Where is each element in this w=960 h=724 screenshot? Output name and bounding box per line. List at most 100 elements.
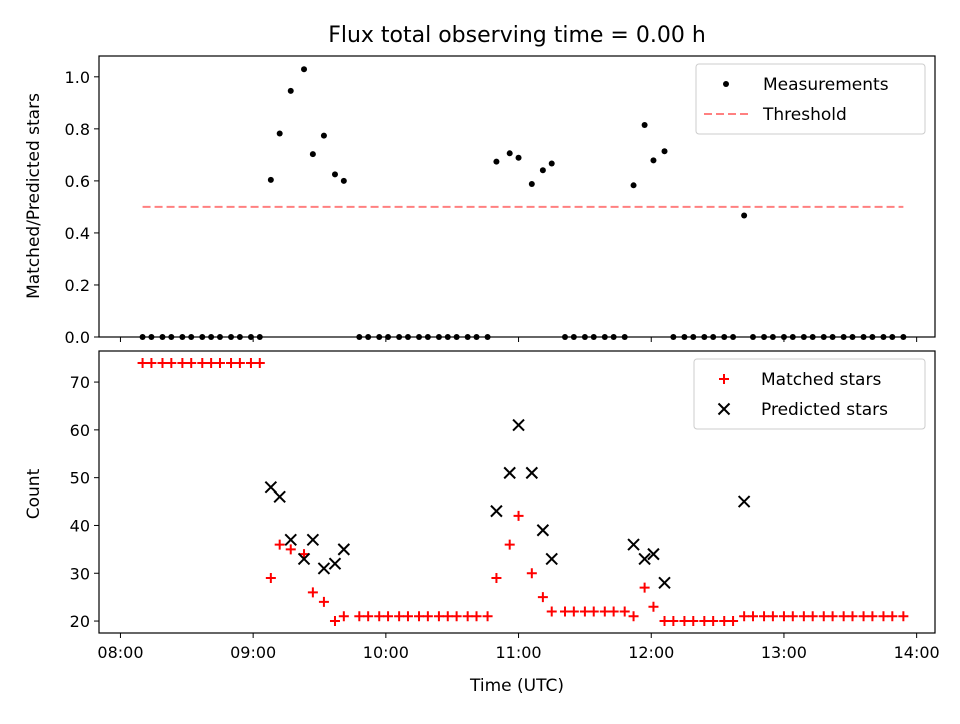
- measurement-point: [424, 334, 431, 340]
- top-y-axis-label: Matched/Predicted stars: [24, 93, 44, 299]
- matched-star-point: [513, 510, 524, 521]
- matched-star-point: [234, 357, 245, 368]
- legend-marker-predicted: [717, 402, 731, 416]
- bottom-y-axis-label: Count: [24, 468, 44, 519]
- measurement-point: [484, 334, 491, 340]
- matched-star-point: [588, 606, 599, 617]
- predicted-star-point: [328, 557, 342, 570]
- measurement-point: [256, 334, 263, 340]
- x-tick-label: 10:00: [363, 643, 409, 662]
- measurement-point: [356, 334, 363, 340]
- matched-star-point: [482, 611, 493, 622]
- matched-star-point: [898, 611, 909, 622]
- y-tick-label: 0.4: [65, 224, 90, 243]
- chart-title: Flux total observing time = 0.00 h: [328, 23, 706, 48]
- matched-star-point: [451, 611, 462, 622]
- matched-star-point: [688, 616, 699, 627]
- legend: Measurements Threshold: [695, 63, 926, 135]
- predicted-star-point: [627, 538, 640, 551]
- measurement-point: [159, 334, 166, 340]
- measurement-point: [889, 334, 896, 340]
- y-tick-label: 20: [70, 612, 90, 631]
- predicted-star-point: [545, 552, 558, 566]
- matched-star-point: [708, 616, 719, 627]
- matched-star-point: [778, 611, 789, 622]
- matched-star-point: [354, 611, 365, 622]
- measurement-point: [548, 160, 555, 167]
- measurement-point: [199, 334, 206, 340]
- measurement-point: [320, 132, 327, 139]
- matched-star-point: [285, 544, 296, 555]
- predicted-star-point: [490, 504, 503, 518]
- matched-star-point: [226, 357, 237, 368]
- matched-star-point: [422, 611, 433, 622]
- measurement-point: [869, 334, 876, 340]
- measurement-point: [453, 334, 460, 340]
- y-tick-label: 50: [70, 469, 90, 488]
- measurement-point: [829, 334, 836, 340]
- matched-star-point: [759, 611, 770, 622]
- matched-star-point: [838, 611, 849, 622]
- y-tick-label: 0.6: [65, 172, 90, 191]
- matched-star-point: [787, 611, 798, 622]
- matched-star-point: [887, 611, 898, 622]
- matched-star-point: [338, 611, 349, 622]
- y-tick-label: 60: [70, 421, 90, 440]
- matched-star-point: [599, 606, 610, 617]
- matched-star-point: [214, 357, 225, 368]
- measurement-point: [670, 334, 677, 340]
- matched-star-point: [628, 611, 639, 622]
- matched-star-point: [137, 357, 148, 368]
- legend-marker-matched: [719, 374, 729, 384]
- measurement-point: [515, 154, 522, 161]
- predicted-star-point: [658, 576, 671, 590]
- axes-frame: [98, 55, 936, 338]
- y-tick-label: 30: [70, 564, 90, 583]
- matched-star-point: [747, 611, 758, 622]
- measurement-point: [880, 334, 887, 340]
- matched-star-point: [265, 573, 276, 584]
- measurement-point: [340, 177, 347, 184]
- measurement-point: [506, 150, 513, 157]
- matched-star-point: [679, 616, 690, 627]
- legend-marker-measurements: [723, 81, 729, 87]
- measurement-point: [561, 334, 568, 340]
- matched-star-point: [394, 611, 405, 622]
- measurement-point: [287, 87, 294, 94]
- matched-star-point: [608, 606, 619, 617]
- measurement-point: [228, 334, 235, 340]
- matched-star-point: [177, 357, 188, 368]
- measurement-point: [820, 334, 827, 340]
- matched-star-point: [433, 611, 444, 622]
- predicted-star-point: [284, 533, 297, 547]
- x-tick-label: 09:00: [230, 643, 276, 662]
- measurement-point: [139, 334, 146, 340]
- predicted-star-point: [317, 562, 331, 575]
- x-tick-label: 12:00: [628, 643, 674, 662]
- matched-star-point: [245, 357, 256, 368]
- matched-star-point: [668, 616, 679, 627]
- matched-star-point: [442, 611, 453, 622]
- y-tick-label: 40: [70, 516, 90, 535]
- predicted-star-point: [306, 533, 320, 547]
- matched-star-point: [818, 611, 829, 622]
- count-panel: 20 30 40 50 60 70 08:00 09:00 10:00 11:00 12:00 13:…: [70, 350, 940, 662]
- measurement-point: [396, 334, 403, 340]
- measurement-point: [809, 334, 816, 340]
- matched-star-point: [186, 357, 197, 368]
- legend: Matched stars Predicted stars: [693, 358, 926, 430]
- matched-star-point: [471, 611, 482, 622]
- predicted-star-point: [525, 466, 539, 480]
- predicted-star-point: [297, 552, 311, 566]
- matched-star-point: [699, 616, 710, 627]
- matched-star-point: [491, 573, 502, 584]
- measurement-point: [276, 130, 283, 137]
- axes-frame: [98, 350, 936, 634]
- matched-star-point: [462, 611, 473, 622]
- matched-star-point: [197, 357, 208, 368]
- matched-star-point: [504, 539, 515, 550]
- matched-star-point: [827, 611, 838, 622]
- matched-star-point: [274, 539, 285, 550]
- measurement-point: [701, 334, 708, 340]
